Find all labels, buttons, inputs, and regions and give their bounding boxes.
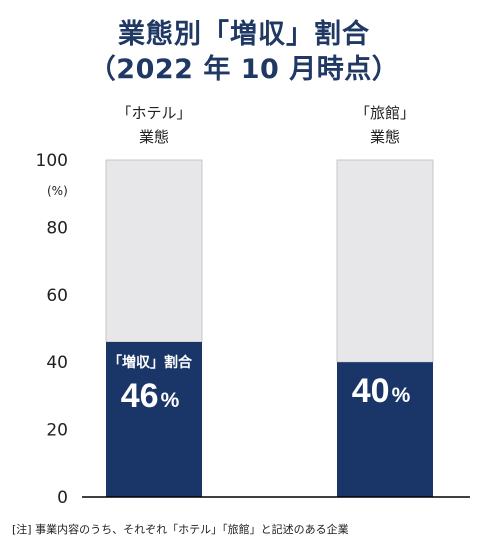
category-label-1: 「ホテル」 <box>116 104 191 122</box>
bar-remainder-2 <box>336 159 434 363</box>
bar-value-2 <box>337 362 433 497</box>
category-label-2: 「旅館」 <box>355 104 415 122</box>
chart-subtitle: （2022 年 10 月時点） <box>88 54 400 85</box>
y-tick-label-40: 40 <box>46 353 68 373</box>
bar-value-1 <box>106 341 202 497</box>
footnote: [注] 事業内容のうち、それぞれ「ホテル」「旅館」と記述のある企業 <box>12 523 349 536</box>
data-label-1: 46% <box>121 377 180 415</box>
y-unit-label: (%) <box>47 184 68 198</box>
data-label-2: 40% <box>352 372 411 410</box>
series-annotation: 「増収」割合 <box>108 354 193 371</box>
y-tick-label-100: 100 <box>36 151 68 171</box>
y-tick-label-60: 60 <box>46 286 68 306</box>
category-sublabel-2: 業態 <box>370 128 400 146</box>
chart-title: 業態別「増収」割合 <box>118 19 370 50</box>
category-sublabel-1: 業態 <box>139 128 169 146</box>
y-tick-label-0: 0 <box>57 488 68 508</box>
y-tick-label-20: 20 <box>46 421 68 441</box>
bar-remainder-1 <box>105 159 203 343</box>
y-tick-label-80: 80 <box>46 218 68 238</box>
